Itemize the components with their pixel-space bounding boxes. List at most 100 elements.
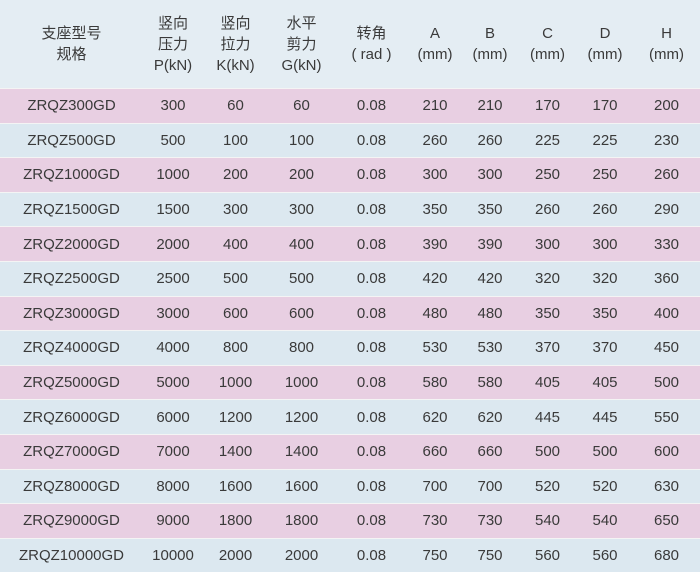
- value-cell: 800: [203, 331, 268, 366]
- value-cell: 300: [203, 192, 268, 227]
- value-cell: 600: [268, 296, 335, 331]
- value-cell: 0.08: [335, 123, 408, 158]
- value-cell: 330: [633, 227, 700, 262]
- model-cell: ZRQZ7000GD: [0, 434, 143, 469]
- header-line: 拉力: [203, 34, 268, 55]
- value-cell: 500: [518, 434, 577, 469]
- value-cell: 260: [462, 123, 518, 158]
- value-cell: 0.08: [335, 469, 408, 504]
- value-cell: 0.08: [335, 365, 408, 400]
- value-cell: 230: [633, 123, 700, 158]
- value-cell: 350: [462, 192, 518, 227]
- value-cell: 700: [462, 469, 518, 504]
- value-cell: 450: [633, 331, 700, 366]
- value-cell: 1600: [203, 469, 268, 504]
- value-cell: 0.08: [335, 434, 408, 469]
- value-cell: 390: [408, 227, 462, 262]
- value-cell: 400: [203, 227, 268, 262]
- model-cell: ZRQZ8000GD: [0, 469, 143, 504]
- header-line: (mm): [518, 44, 577, 65]
- value-cell: 730: [462, 504, 518, 539]
- value-cell: 0.08: [335, 400, 408, 435]
- value-cell: 0.08: [335, 538, 408, 572]
- header-line: (mm): [577, 44, 633, 65]
- header-cell: D(mm): [577, 0, 633, 89]
- value-cell: 560: [577, 538, 633, 572]
- model-cell: ZRQZ3000GD: [0, 296, 143, 331]
- value-cell: 260: [518, 192, 577, 227]
- value-cell: 350: [577, 296, 633, 331]
- model-cell: ZRQZ300GD: [0, 89, 143, 124]
- header-cell: 支座型号规格: [0, 0, 143, 89]
- header-line: 竖向: [143, 13, 203, 34]
- value-cell: 1600: [268, 469, 335, 504]
- value-cell: 730: [408, 504, 462, 539]
- value-cell: 350: [408, 192, 462, 227]
- value-cell: 1800: [268, 504, 335, 539]
- value-cell: 360: [633, 261, 700, 296]
- value-cell: 500: [633, 365, 700, 400]
- value-cell: 660: [408, 434, 462, 469]
- value-cell: 200: [268, 158, 335, 193]
- model-cell: ZRQZ9000GD: [0, 504, 143, 539]
- value-cell: 170: [577, 89, 633, 124]
- value-cell: 445: [577, 400, 633, 435]
- value-cell: 1000: [268, 365, 335, 400]
- header-line: 水平: [268, 13, 335, 34]
- value-cell: 2000: [203, 538, 268, 572]
- model-cell: ZRQZ4000GD: [0, 331, 143, 366]
- value-cell: 620: [462, 400, 518, 435]
- value-cell: 210: [462, 89, 518, 124]
- header-cell: A(mm): [408, 0, 462, 89]
- header-line: 支座型号: [0, 23, 143, 44]
- header-line: (mm): [408, 44, 462, 65]
- value-cell: 750: [408, 538, 462, 572]
- value-cell: 9000: [143, 504, 203, 539]
- value-cell: 1000: [203, 365, 268, 400]
- model-cell: ZRQZ2500GD: [0, 261, 143, 296]
- value-cell: 1800: [203, 504, 268, 539]
- header-line: 规格: [0, 44, 143, 65]
- header-line: B: [462, 23, 518, 44]
- value-cell: 320: [577, 261, 633, 296]
- value-cell: 580: [408, 365, 462, 400]
- value-cell: 420: [462, 261, 518, 296]
- value-cell: 500: [268, 261, 335, 296]
- value-cell: 1000: [143, 158, 203, 193]
- value-cell: 370: [577, 331, 633, 366]
- value-cell: 540: [518, 504, 577, 539]
- model-cell: ZRQZ2000GD: [0, 227, 143, 262]
- value-cell: 8000: [143, 469, 203, 504]
- value-cell: 530: [462, 331, 518, 366]
- value-cell: 1200: [268, 400, 335, 435]
- header-cell: B(mm): [462, 0, 518, 89]
- value-cell: 390: [462, 227, 518, 262]
- header-line: (mm): [633, 44, 700, 65]
- value-cell: 0.08: [335, 296, 408, 331]
- value-cell: 405: [577, 365, 633, 400]
- value-cell: 170: [518, 89, 577, 124]
- header-line: P(kN): [143, 55, 203, 76]
- header-cell: 转角( rad ): [335, 0, 408, 89]
- value-cell: 580: [462, 365, 518, 400]
- value-cell: 4000: [143, 331, 203, 366]
- header-line: H: [633, 23, 700, 44]
- value-cell: 320: [518, 261, 577, 296]
- value-cell: 2000: [143, 227, 203, 262]
- value-cell: 600: [633, 434, 700, 469]
- header-line: D: [577, 23, 633, 44]
- value-cell: 1400: [203, 434, 268, 469]
- value-cell: 400: [633, 296, 700, 331]
